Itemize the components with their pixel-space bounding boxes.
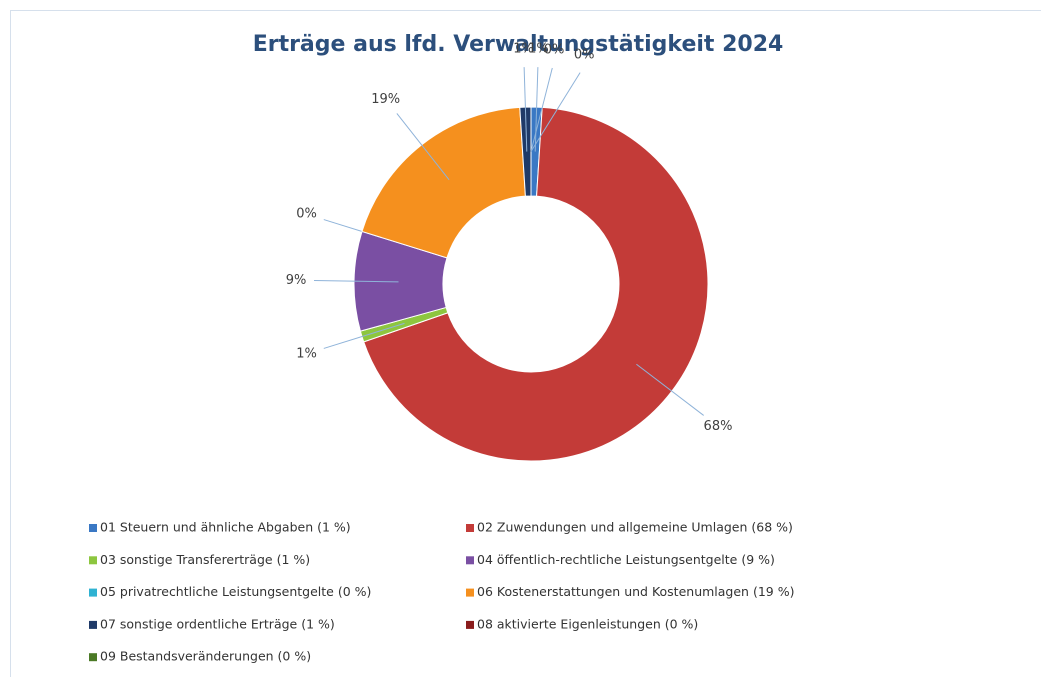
legend-swatch xyxy=(466,524,474,532)
legend-label: 06 Kostenerstattungen und Kostenumlagen … xyxy=(477,584,794,599)
legend-swatch xyxy=(89,620,97,629)
legend-swatch xyxy=(466,620,474,629)
data-label: 1% xyxy=(513,42,534,57)
leader-line xyxy=(530,72,581,152)
legend-swatch xyxy=(466,556,474,565)
data-label: 0% xyxy=(296,207,317,222)
legend-swatch xyxy=(89,653,97,662)
leader-line xyxy=(523,67,528,152)
legend-label: 08 aktivierte Eigenleistungen (0 %) xyxy=(477,616,698,631)
leader-line xyxy=(323,322,405,349)
legend-swatch xyxy=(89,556,97,565)
donut-slice xyxy=(363,106,709,462)
legend-label: 05 privatrechtliche Leistungsentgelte (0… xyxy=(100,584,371,599)
legend-label: 07 sonstige ordentliche Erträge (1 %) xyxy=(100,616,335,631)
leader-line xyxy=(530,67,553,152)
legend-label: 04 öffentlich-rechtliche Leistungsentgel… xyxy=(477,552,775,567)
leader-line xyxy=(314,280,399,283)
legend-label: 01 Steuern und ähnliche Abgaben (1 %) xyxy=(100,520,351,535)
legend-swatch xyxy=(89,588,97,597)
leader-line xyxy=(636,363,704,416)
data-label: 19% xyxy=(371,92,400,107)
chart-frame xyxy=(10,10,1041,677)
data-label: 68% xyxy=(704,419,733,434)
legend-label: 09 Bestandsveränderungen (0 %) xyxy=(100,649,311,664)
data-label: 1% xyxy=(528,42,549,57)
donut-slice xyxy=(361,106,526,259)
donut-slice xyxy=(519,106,532,197)
legend-label: 02 Zuwendungen und allgemeine Umlagen (6… xyxy=(477,520,793,535)
data-label: 1% xyxy=(296,346,317,361)
leader-line xyxy=(396,113,450,181)
data-label: 0% xyxy=(574,48,595,63)
leader-line xyxy=(534,67,539,152)
data-label: 9% xyxy=(286,273,307,288)
data-label: 0% xyxy=(544,43,565,58)
legend-label: 03 sonstige Transfererträge (1 %) xyxy=(100,552,310,567)
legend-swatch xyxy=(466,588,474,597)
legend-swatch xyxy=(89,524,97,532)
chart-title: Erträge aus lfd. Verwaltungstätigkeit 20… xyxy=(253,32,784,57)
